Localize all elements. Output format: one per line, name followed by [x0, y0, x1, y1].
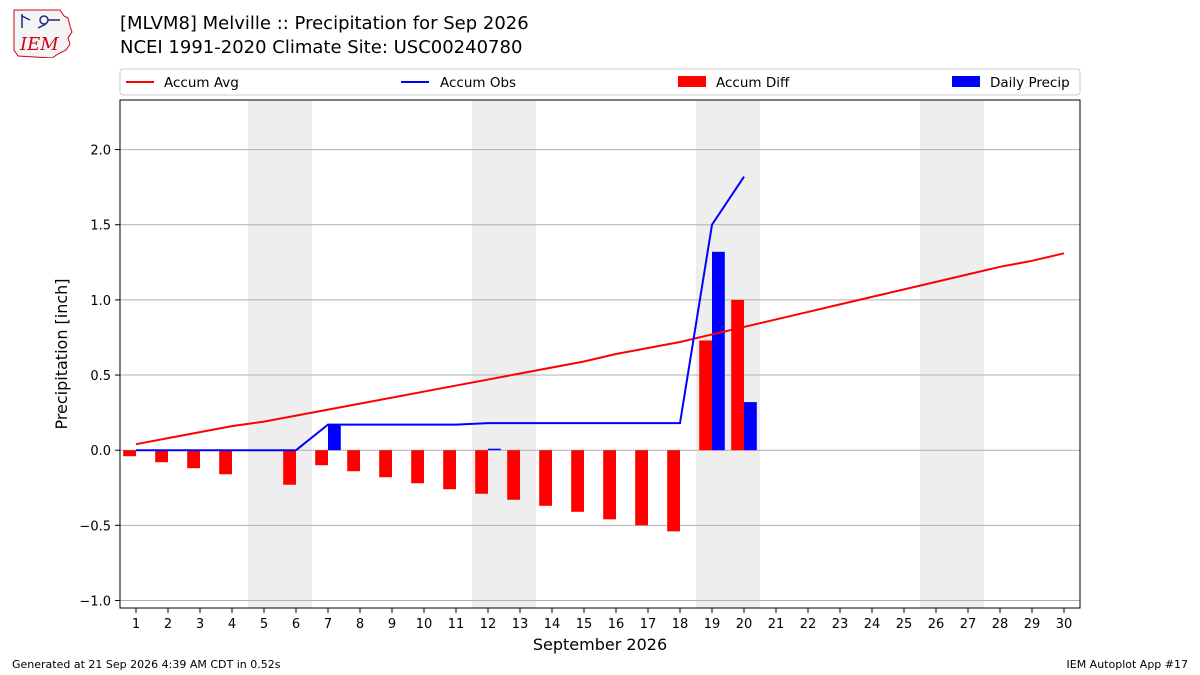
legend-label-daily-precip: Daily Precip	[990, 75, 1070, 91]
accum-diff-bar	[539, 450, 552, 506]
accum-diff-bar	[315, 450, 328, 466]
daily-precip-bar	[744, 402, 757, 451]
x-tick-label: 24	[864, 617, 881, 632]
daily-precip-bar	[488, 448, 501, 451]
accum-avg-line	[135, 252, 1065, 446]
x-tick-label: 21	[768, 617, 785, 632]
x-tick-label: 25	[896, 617, 913, 632]
x-tick-label: 16	[608, 617, 625, 632]
generated-timestamp: Generated at 21 Sep 2026 4:39 AM CDT in …	[12, 658, 281, 671]
chart-subtitle: NCEI 1991-2020 Climate Site: USC00240780	[120, 37, 523, 58]
app-credit: IEM Autoplot App #17	[1066, 658, 1189, 671]
y-tick-label: 1.5	[90, 219, 111, 234]
x-tick-label: 17	[640, 617, 657, 632]
legend-swatch-daily-precip	[952, 76, 980, 87]
y-tick-label: 2.0	[90, 144, 111, 159]
daily-precip-bar	[712, 251, 725, 451]
accum-obs-line	[136, 176, 745, 452]
y-axis-label: Precipitation [inch]	[52, 278, 71, 429]
x-axis-label: September 2026	[533, 635, 667, 654]
x-tick-label: 15	[576, 617, 593, 632]
accum-diff-bar	[123, 450, 136, 457]
x-tick-label: 30	[1056, 617, 1073, 632]
y-tick-label: 1.0	[90, 294, 111, 309]
legend-label-accum-obs: Accum Obs	[440, 75, 516, 91]
accum-diff-bar	[731, 299, 744, 451]
accum-diff-bar	[475, 450, 488, 494]
x-tick-label: 22	[800, 617, 817, 632]
x-tick-label: 29	[1024, 617, 1041, 632]
x-tick-label: 12	[480, 617, 497, 632]
x-tick-label: 13	[512, 617, 529, 632]
accum-diff-bar	[347, 450, 360, 472]
iem-logo: IEM	[8, 6, 78, 59]
x-tick-label: 6	[292, 617, 300, 632]
x-tick-label: 11	[448, 617, 465, 632]
x-tick-label: 8	[356, 617, 364, 632]
x-tick-label: 27	[960, 617, 977, 632]
x-tick-label: 2	[164, 617, 172, 632]
x-tick-label: 28	[992, 617, 1009, 632]
accum-diff-bar	[379, 450, 392, 478]
lines	[135, 176, 1065, 452]
legend-frame	[119, 68, 1081, 96]
chart-title: [MLVM8] Melville :: Precipitation for Se…	[120, 13, 529, 34]
y-tick-label: −0.5	[79, 519, 111, 534]
accum-diff-bar	[507, 450, 520, 500]
accum-diff-bar	[187, 450, 200, 469]
x-tick-label: 10	[416, 617, 433, 632]
accum-diff-bar	[635, 450, 648, 526]
accum-diff-bar	[443, 450, 456, 490]
y-tick-label: 0.5	[90, 369, 111, 384]
accum-diff-bar	[667, 450, 680, 532]
x-tick-label: 19	[704, 617, 721, 632]
x-tick-label: 7	[324, 617, 332, 632]
x-tick-label: 1	[132, 617, 140, 632]
weekend-band	[920, 100, 984, 608]
logo-text: IEM	[19, 34, 59, 55]
x-tick-label: 4	[228, 617, 236, 632]
legend-label-accum-avg: Accum Avg	[164, 75, 239, 91]
weekend-shading	[248, 100, 984, 608]
plot-frame	[119, 99, 1081, 609]
weekend-band	[248, 100, 312, 608]
accum-diff-bar	[699, 340, 712, 451]
x-tick-label: 26	[928, 617, 945, 632]
x-axis-ticks: 1 2 3 4 5 6 7 8 9 10 11 12 13 14 15 16 17 18 19 20 21 22 23 24 2…	[132, 608, 1072, 632]
accum-diff-bar	[411, 450, 424, 484]
accum-diff-bar	[603, 450, 616, 520]
accum-diff-bar	[283, 450, 296, 485]
legend-swatch-accum-diff	[678, 76, 706, 87]
accum-diff-bar	[219, 450, 232, 475]
y-axis-ticks: −1.0 −0.5 0.0 0.5 1.0 1.5 2.0	[79, 144, 120, 609]
x-tick-label: 5	[260, 617, 268, 632]
x-tick-label: 9	[388, 617, 396, 632]
legend: Accum Avg Accum Obs Accum Diff Daily Pre…	[119, 68, 1081, 96]
x-tick-label: 18	[672, 617, 689, 632]
x-tick-label: 3	[196, 617, 204, 632]
legend-label-accum-diff: Accum Diff	[716, 75, 790, 91]
accum-diff-bar	[571, 450, 584, 512]
y-tick-label: 0.0	[90, 444, 111, 459]
x-tick-label: 20	[736, 617, 753, 632]
bars	[123, 251, 757, 532]
daily-precip-bar	[328, 424, 341, 451]
accum-diff-bar	[155, 450, 168, 463]
weekend-band	[472, 100, 536, 608]
x-tick-label: 23	[832, 617, 849, 632]
y-tick-label: −1.0	[79, 594, 111, 609]
x-tick-label: 14	[544, 617, 561, 632]
